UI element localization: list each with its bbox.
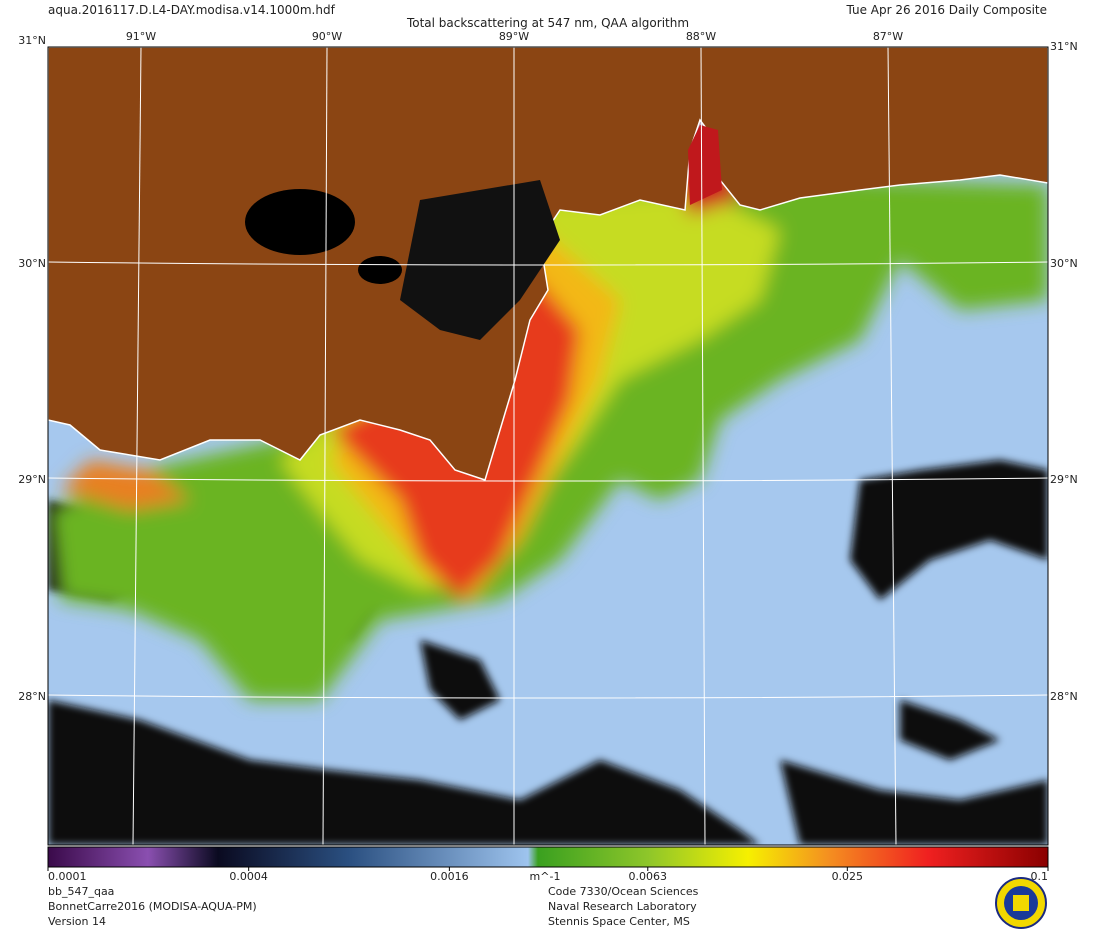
lat-label: 31°N bbox=[18, 34, 46, 47]
lon-label: 87°W bbox=[873, 30, 903, 43]
lon-label: 90°W bbox=[312, 30, 342, 43]
footer-text: bb_547_qaa bbox=[48, 885, 114, 898]
footer-text: Stennis Space Center, MS bbox=[548, 915, 690, 928]
lon-label: 91°W bbox=[126, 30, 156, 43]
bay bbox=[688, 125, 722, 205]
lon-labels: 91°W 90°W 89°W 88°W 87°W bbox=[126, 30, 903, 43]
colorbar-tick-label: 0.025 bbox=[832, 870, 864, 883]
footer-text: Version 14 bbox=[48, 915, 106, 928]
unit-label: m^-1 bbox=[530, 870, 561, 883]
lat-label: 31°N bbox=[1050, 40, 1078, 53]
footer-text: BonnetCarre2016 (MODISA-AQUA-PM) bbox=[48, 900, 257, 913]
colorbar-tick-label: 0.0063 bbox=[629, 870, 668, 883]
marsh bbox=[400, 180, 560, 340]
lake bbox=[245, 189, 355, 255]
lat-label: 28°N bbox=[1050, 690, 1078, 703]
map-title: Total backscattering at 547 nm, QAA algo… bbox=[406, 16, 689, 30]
footer-text: Naval Research Laboratory bbox=[548, 900, 697, 913]
colorbar-tick-label: 0.0001 bbox=[48, 870, 87, 883]
lake bbox=[358, 256, 402, 284]
lon-label: 89°W bbox=[499, 30, 529, 43]
lat-label: 29°N bbox=[1050, 473, 1078, 486]
logo bbox=[995, 877, 1047, 929]
colorbar-tick-label: 0.0004 bbox=[229, 870, 268, 883]
map bbox=[48, 47, 1048, 845]
graticule bbox=[48, 47, 1048, 845]
colorbar-tick-label: 0.1 bbox=[1031, 870, 1049, 883]
colorbar bbox=[47, 846, 1049, 868]
colorbar-tick-label: 0.0016 bbox=[430, 870, 469, 883]
lat-label: 30°N bbox=[1050, 257, 1078, 270]
file-name: aqua.2016117.D.L4-DAY.modisa.v14.1000m.h… bbox=[48, 3, 336, 17]
lat-label: 28°N bbox=[18, 690, 46, 703]
lat-label: 30°N bbox=[18, 257, 46, 270]
map-frame bbox=[47, 46, 1049, 846]
colorbar-ticks: 0.0001 0.0004 0.0016 0.0063 0.025 0.1 bbox=[47, 867, 1049, 883]
lat-label: 29°N bbox=[18, 473, 46, 486]
date-label: Tue Apr 26 2016 Daily Composite bbox=[845, 3, 1047, 17]
lon-label: 88°W bbox=[686, 30, 716, 43]
footer-text: Code 7330/Ocean Sciences bbox=[548, 885, 699, 898]
